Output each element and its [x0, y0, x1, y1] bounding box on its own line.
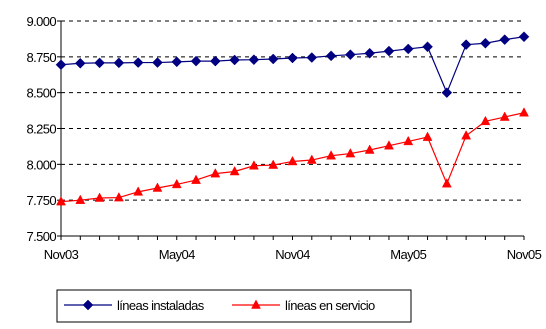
legend-label: líneas instaladas	[117, 298, 205, 313]
triangle-marker	[152, 182, 163, 192]
series-line	[60, 36, 525, 95]
diamond-marker	[152, 57, 163, 68]
diamond-marker	[132, 57, 144, 68]
diamond-marker	[460, 39, 472, 51]
triangle-marker	[133, 186, 144, 196]
y-tick-label: 8.500	[26, 86, 56, 101]
triangle-marker	[113, 192, 124, 202]
diamond-marker	[248, 54, 260, 66]
x-tick-label: Nov05	[507, 247, 542, 262]
triangle-marker	[519, 107, 529, 117]
y-tick-labels: 7.500 7.750 8.000 8.250 8.500 8.750 9.000	[26, 14, 57, 244]
legend: líneas instaladas líneas en servicio	[56, 289, 412, 323]
y-tick-label: 9.000	[26, 14, 56, 29]
triangle-marker	[326, 150, 336, 160]
triangle-marker	[461, 130, 472, 140]
legend-box	[56, 289, 412, 323]
triangle-marker	[268, 159, 279, 169]
triangle-marker	[75, 194, 86, 204]
triangle-marker	[171, 178, 182, 189]
triangle-marker	[287, 155, 298, 166]
diamond-marker	[229, 54, 240, 66]
x-tick-labels: Nov03 May04 Nov04 May05 Nov05	[44, 247, 543, 262]
triangle-marker	[480, 115, 491, 126]
triangle-marker	[345, 148, 356, 158]
diamond-marker	[190, 55, 202, 67]
diamond-marker	[402, 43, 414, 55]
gridlines	[61, 20, 524, 201]
triangle-marker	[403, 135, 414, 146]
legend-item: líneas en servicio	[232, 298, 376, 313]
diamond-marker	[383, 45, 395, 57]
triangle-marker	[384, 140, 394, 150]
y-tick-label: 8.000	[26, 157, 56, 172]
legend-item: líneas instaladas	[64, 298, 205, 313]
x-tick-label: Nov03	[44, 247, 79, 262]
triangle-marker	[251, 299, 261, 309]
series-lines	[55, 31, 530, 206]
triangle-marker	[249, 160, 259, 170]
triangle-marker	[364, 144, 375, 154]
x-tick-label: May05	[390, 247, 426, 262]
diamond-marker	[441, 87, 453, 99]
diamond-marker	[209, 55, 221, 67]
diamond-marker	[422, 41, 433, 53]
series-lineas-en-servicio	[56, 107, 529, 206]
legend-label: líneas en servicio	[285, 298, 375, 313]
diamond-marker	[94, 57, 105, 69]
x-tick-label: Nov04	[275, 247, 310, 262]
triangle-marker	[499, 111, 510, 121]
triangle-marker	[229, 165, 240, 176]
diamond-marker	[345, 49, 356, 61]
x-tick-label: May04	[159, 247, 195, 262]
triangle-marker	[422, 131, 433, 141]
y-tick-label: 7.750	[26, 193, 56, 208]
triangle-marker	[191, 174, 201, 184]
diamond-marker	[74, 57, 86, 69]
diamond-marker	[306, 52, 318, 63]
diamond-marker	[287, 52, 298, 64]
triangle-marker	[94, 192, 105, 202]
triangle-marker	[210, 168, 221, 178]
diamond-marker	[364, 47, 376, 59]
diamond-marker	[325, 50, 337, 62]
diamond-marker	[480, 37, 491, 49]
diamond-marker	[499, 34, 511, 45]
axes	[57, 20, 525, 240]
diamond-marker	[113, 57, 125, 69]
diamond-marker	[518, 31, 530, 43]
y-tick-label: 7.500	[26, 229, 56, 244]
series-lineas-instaladas	[55, 31, 530, 99]
triangle-marker	[441, 178, 452, 188]
diamond-marker	[55, 59, 67, 71]
y-tick-label: 8.750	[26, 50, 56, 65]
y-tick-label: 8.250	[26, 122, 56, 137]
triangle-marker	[306, 154, 317, 164]
diamond-marker	[267, 53, 279, 65]
diamond-marker	[171, 56, 183, 68]
diamond-marker	[82, 299, 94, 311]
triangle-marker	[56, 196, 66, 206]
